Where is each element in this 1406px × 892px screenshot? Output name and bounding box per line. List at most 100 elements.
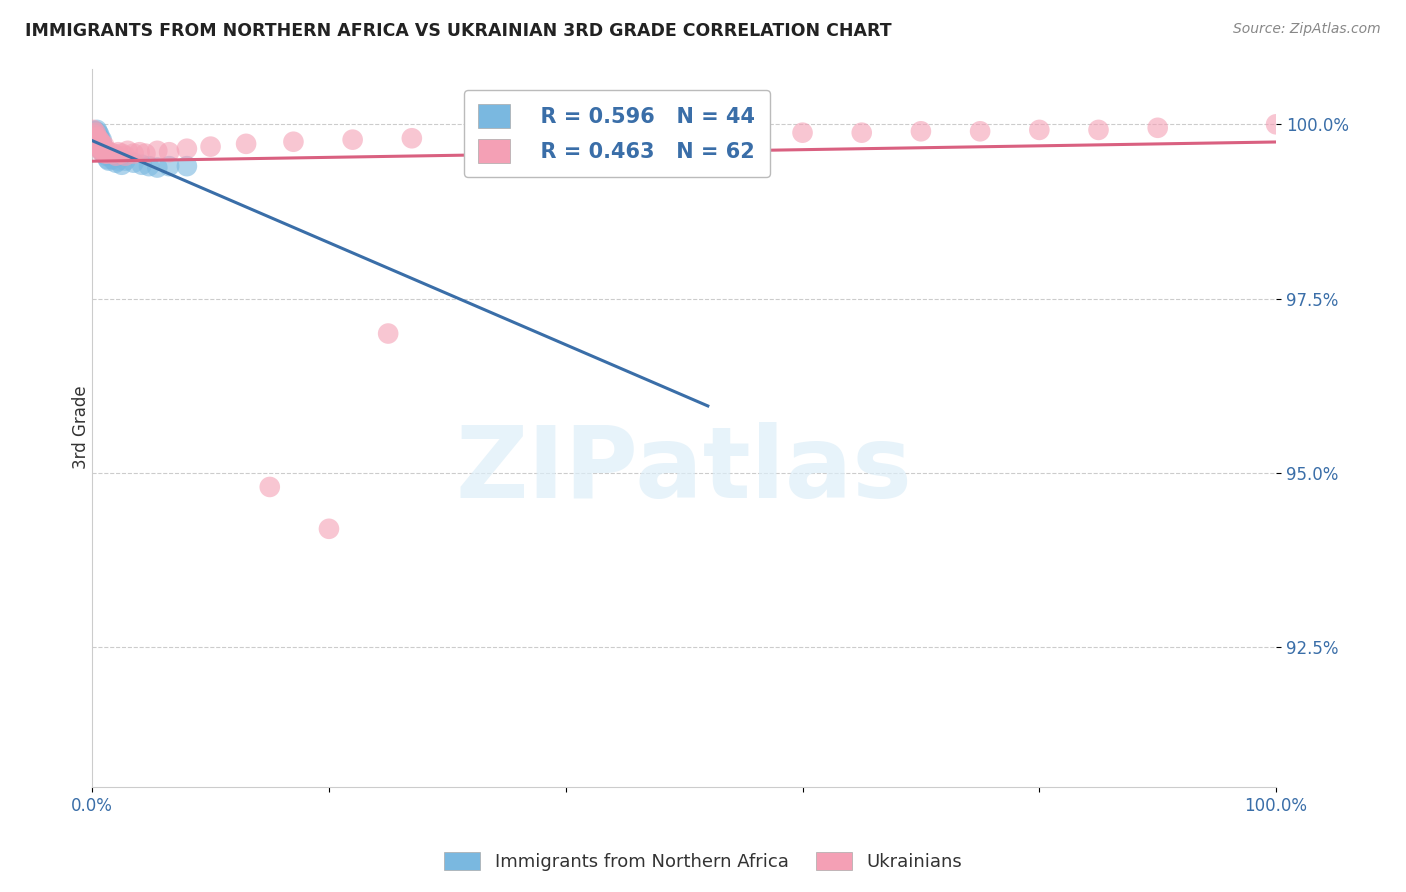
Point (720, 128, 742, 142)
Point (122, 146, 145, 161)
Point (104, 149, 127, 163)
Point (86, 133, 108, 147)
Point (87, 139, 110, 153)
Point (89, 133, 111, 147)
Point (82, 128, 104, 142)
Point (235, 136, 257, 151)
Point (122, 155, 145, 169)
Point (114, 153, 136, 168)
Legend:   R = 0.596   N = 44,   R = 0.463   N = 62: R = 0.596 N = 44, R = 0.463 N = 62 (464, 90, 769, 178)
Point (176, 142, 198, 156)
Point (377, 326, 399, 341)
Point (89, 135, 111, 149)
Point (89, 128, 111, 142)
Point (97, 153, 120, 168)
Point (87, 135, 110, 149)
Text: ZIPatlas: ZIPatlas (456, 422, 912, 519)
Point (89, 136, 111, 151)
Point (134, 146, 156, 161)
Point (96, 149, 118, 163)
Y-axis label: 3rd Grade: 3rd Grade (72, 386, 90, 469)
Point (97, 152, 120, 166)
Point (1146, 120, 1168, 135)
Point (97, 146, 120, 161)
Point (90, 144, 112, 158)
Point (84, 128, 107, 142)
Point (84, 131, 107, 145)
Point (107, 145, 129, 160)
Point (83, 124, 105, 138)
Point (82, 123, 104, 137)
Point (98, 145, 121, 160)
Text: IMMIGRANTS FROM NORTHERN AFRICA VS UKRAINIAN 3RD GRADE CORRELATION CHART: IMMIGRANTS FROM NORTHERN AFRICA VS UKRAI… (25, 22, 891, 40)
Point (111, 158, 134, 172)
Point (104, 155, 127, 169)
Point (117, 144, 139, 158)
Point (91, 139, 114, 153)
Point (626, 128, 648, 142)
Point (87, 126, 110, 140)
Point (86, 129, 108, 144)
Point (1087, 123, 1109, 137)
Point (87, 133, 110, 147)
Point (157, 159, 180, 173)
Point (84, 126, 107, 140)
Point (90, 142, 112, 156)
Point (146, 144, 169, 158)
Point (138, 159, 160, 173)
Point (83, 133, 105, 147)
Point (87, 129, 110, 144)
Point (131, 158, 153, 172)
Point (93, 144, 115, 158)
Point (86, 123, 108, 137)
Point (84, 131, 107, 145)
Point (86, 138, 108, 153)
Point (93, 142, 115, 156)
Point (94, 145, 117, 160)
Point (146, 161, 169, 175)
Point (103, 146, 125, 161)
Point (111, 146, 134, 161)
Point (98, 149, 121, 163)
Point (318, 522, 340, 536)
Point (1265, 117, 1288, 131)
Point (91, 145, 114, 160)
Point (107, 153, 129, 168)
Point (84, 124, 107, 138)
Point (90, 138, 112, 153)
Point (93, 146, 115, 161)
Point (176, 159, 198, 173)
Point (89, 139, 111, 153)
Point (91, 145, 114, 160)
Point (114, 149, 136, 163)
Legend: Immigrants from Northern Africa, Ukrainians: Immigrants from Northern Africa, Ukraini… (437, 845, 969, 879)
Point (91, 139, 114, 153)
Point (673, 128, 696, 142)
Point (157, 145, 180, 160)
Point (128, 145, 150, 160)
Point (1028, 123, 1050, 137)
Point (94, 146, 117, 161)
Point (89, 142, 111, 156)
Point (910, 124, 932, 138)
Point (89, 136, 111, 151)
Point (89, 133, 111, 147)
Point (83, 128, 105, 142)
Point (401, 131, 423, 145)
Point (578, 128, 600, 142)
Point (259, 480, 281, 494)
Point (87, 138, 110, 153)
Point (495, 129, 517, 144)
Point (86, 128, 108, 142)
Point (89, 139, 111, 153)
Point (792, 126, 814, 140)
Point (90, 136, 112, 151)
Point (89, 142, 111, 156)
Point (84, 135, 107, 149)
Point (89, 131, 111, 145)
Point (89, 135, 111, 149)
Point (101, 152, 124, 166)
Point (851, 126, 873, 140)
Point (283, 135, 305, 149)
Point (200, 139, 222, 153)
